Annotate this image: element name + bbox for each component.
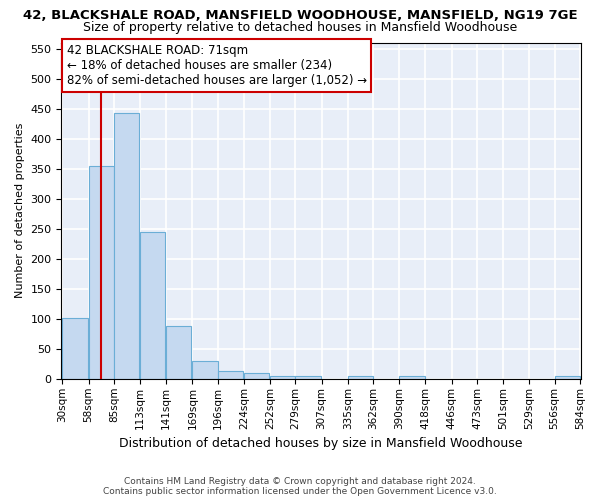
Text: 42, BLACKSHALE ROAD, MANSFIELD WOODHOUSE, MANSFIELD, NG19 7GE: 42, BLACKSHALE ROAD, MANSFIELD WOODHOUSE… (23, 9, 577, 22)
Bar (554, 376, 580, 379)
Text: Size of property relative to detached houses in Mansfield Woodhouse: Size of property relative to detached ho… (83, 21, 517, 34)
Bar (62, 318, 88, 379)
Bar (193, 361, 218, 379)
Bar (114, 113, 139, 379)
Bar (295, 376, 320, 379)
Bar (140, 232, 165, 379)
Text: 42 BLACKSHALE ROAD: 71sqm
← 18% of detached houses are smaller (234)
82% of semi: 42 BLACKSHALE ROAD: 71sqm ← 18% of detac… (67, 44, 367, 87)
Bar (270, 376, 295, 379)
Text: Contains HM Land Registry data © Crown copyright and database right 2024.
Contai: Contains HM Land Registry data © Crown c… (103, 476, 497, 496)
Bar (244, 374, 269, 379)
Y-axis label: Number of detached properties: Number of detached properties (15, 123, 25, 298)
X-axis label: Distribution of detached houses by size in Mansfield Woodhouse: Distribution of detached houses by size … (119, 437, 523, 450)
Bar (348, 376, 373, 379)
Bar (166, 326, 191, 379)
Bar (89, 166, 114, 379)
Bar (218, 371, 243, 379)
Bar (399, 376, 425, 379)
